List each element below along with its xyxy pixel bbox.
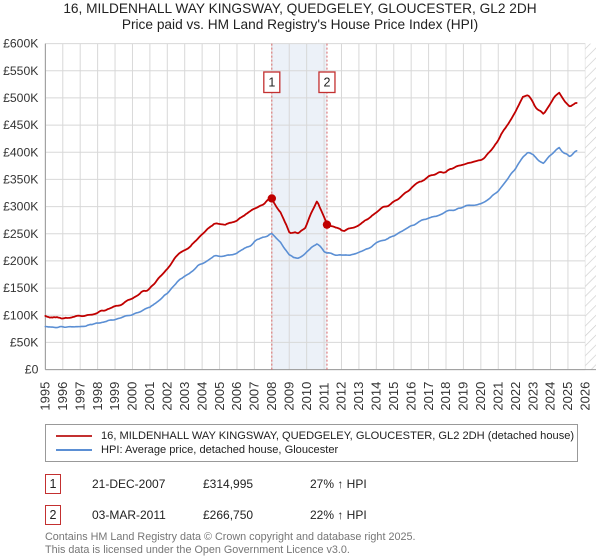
svg-text:2023: 2023 bbox=[525, 382, 540, 411]
svg-text:2005: 2005 bbox=[212, 382, 227, 411]
svg-text:2007: 2007 bbox=[247, 382, 262, 411]
svg-text:2010: 2010 bbox=[299, 382, 314, 411]
svg-text:£550K: £550K bbox=[3, 64, 38, 78]
svg-text:2011: 2011 bbox=[316, 383, 331, 411]
svg-text:1996: 1996 bbox=[55, 382, 70, 411]
svg-text:2020: 2020 bbox=[473, 382, 488, 411]
svg-text:2025: 2025 bbox=[560, 382, 575, 411]
svg-text:1997: 1997 bbox=[72, 382, 87, 411]
svg-text:2019: 2019 bbox=[456, 382, 471, 411]
svg-text:2012: 2012 bbox=[334, 382, 349, 411]
svg-text:2009: 2009 bbox=[281, 382, 296, 411]
svg-text:1: 1 bbox=[268, 76, 275, 90]
svg-text:2016: 2016 bbox=[403, 382, 418, 411]
svg-text:2001: 2001 bbox=[142, 382, 157, 411]
svg-text:2004: 2004 bbox=[194, 382, 209, 411]
svg-text:1995: 1995 bbox=[38, 382, 53, 411]
svg-text:2014: 2014 bbox=[369, 382, 384, 411]
svg-text:2003: 2003 bbox=[177, 382, 192, 411]
svg-text:2000: 2000 bbox=[125, 382, 140, 411]
svg-text:1999: 1999 bbox=[107, 382, 122, 411]
svg-text:£0: £0 bbox=[25, 363, 39, 377]
svg-text:1998: 1998 bbox=[90, 382, 105, 411]
svg-text:£400K: £400K bbox=[3, 145, 38, 159]
svg-text:2013: 2013 bbox=[351, 382, 366, 411]
svg-text:2018: 2018 bbox=[438, 382, 453, 411]
svg-text:2002: 2002 bbox=[160, 382, 175, 411]
svg-text:£250K: £250K bbox=[3, 227, 38, 241]
svg-text:£450K: £450K bbox=[3, 118, 38, 132]
svg-text:£100K: £100K bbox=[3, 308, 38, 322]
svg-text:2: 2 bbox=[323, 76, 330, 90]
svg-text:£150K: £150K bbox=[3, 281, 38, 295]
svg-text:£350K: £350K bbox=[3, 172, 38, 186]
svg-text:£300K: £300K bbox=[3, 200, 38, 214]
svg-text:2022: 2022 bbox=[508, 382, 523, 411]
svg-text:2017: 2017 bbox=[421, 382, 436, 411]
svg-text:2026: 2026 bbox=[578, 382, 593, 411]
svg-text:2021: 2021 bbox=[490, 382, 505, 411]
svg-text:2008: 2008 bbox=[264, 382, 279, 411]
svg-text:£500K: £500K bbox=[3, 91, 38, 105]
svg-text:£600K: £600K bbox=[3, 37, 38, 51]
svg-text:2024: 2024 bbox=[543, 382, 558, 411]
svg-text:2015: 2015 bbox=[386, 382, 401, 411]
svg-text:£50K: £50K bbox=[10, 335, 38, 349]
svg-text:2006: 2006 bbox=[229, 382, 244, 411]
svg-text:£200K: £200K bbox=[3, 254, 38, 268]
